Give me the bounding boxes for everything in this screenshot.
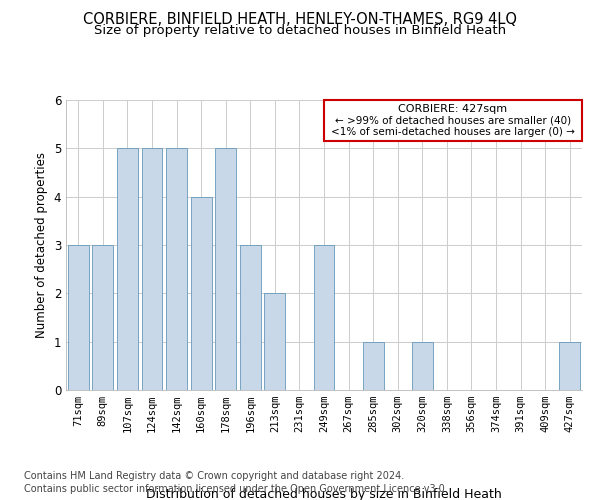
Bar [142, 148, 163, 390]
Text: ← >99% of detached houses are smaller (40): ← >99% of detached houses are smaller (4… [335, 116, 571, 126]
Text: CORBIERE, BINFIELD HEATH, HENLEY-ON-THAMES, RG9 4LQ: CORBIERE, BINFIELD HEATH, HENLEY-ON-THAM… [83, 12, 517, 28]
X-axis label: Distribution of detached houses by size in Binfield Heath: Distribution of detached houses by size … [146, 488, 502, 500]
Text: <1% of semi-detached houses are larger (0) →: <1% of semi-detached houses are larger (… [331, 127, 575, 137]
Bar [92, 245, 113, 390]
Text: Contains public sector information licensed under the Open Government Licence v3: Contains public sector information licen… [24, 484, 448, 494]
Text: Contains HM Land Registry data © Crown copyright and database right 2024.: Contains HM Land Registry data © Crown c… [24, 471, 404, 481]
Bar [412, 342, 433, 390]
Y-axis label: Number of detached properties: Number of detached properties [35, 152, 48, 338]
Bar [240, 245, 261, 390]
Bar [362, 342, 383, 390]
Text: Size of property relative to detached houses in Binfield Heath: Size of property relative to detached ho… [94, 24, 506, 37]
Bar [117, 148, 138, 390]
Text: CORBIERE: 427sqm: CORBIERE: 427sqm [398, 104, 508, 114]
Bar [314, 245, 334, 390]
Bar [68, 245, 89, 390]
Bar [215, 148, 236, 390]
Bar [559, 342, 580, 390]
Bar [265, 294, 286, 390]
FancyBboxPatch shape [324, 100, 582, 141]
Bar [166, 148, 187, 390]
Bar [191, 196, 212, 390]
